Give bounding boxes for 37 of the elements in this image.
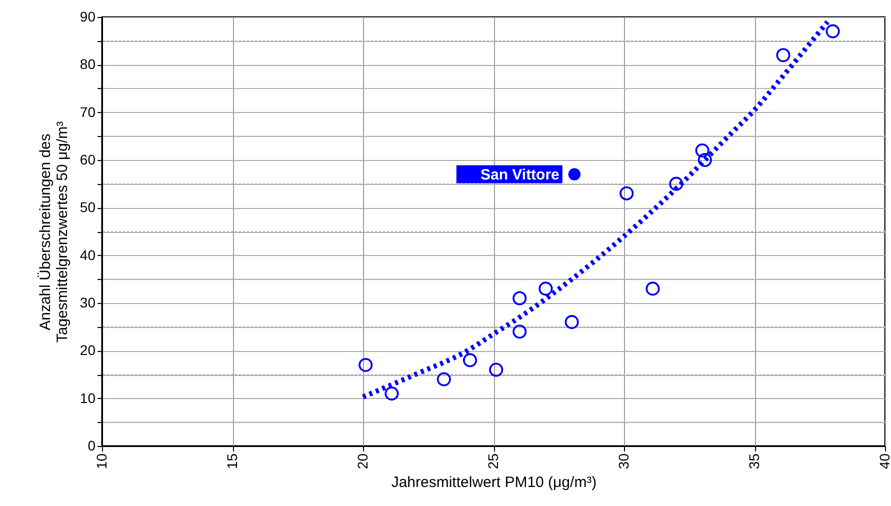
point — [695, 143, 710, 158]
point — [489, 362, 504, 377]
point — [826, 24, 840, 38]
point — [698, 152, 712, 168]
y-tick-label: 20 — [80, 342, 96, 358]
x-tick-label: 35 — [746, 453, 762, 470]
y-axis-title: Anzahl Überschreitungen des Tagesmittelgrenzwertes 50 μg/m³ — [36, 121, 71, 343]
x-tick-label: 20 — [354, 453, 370, 470]
x-tick-label: 10 — [94, 453, 110, 470]
point — [776, 48, 790, 62]
y-tick-label: 40 — [80, 246, 96, 263]
y-tick-label: 60 — [80, 152, 96, 168]
point — [462, 353, 478, 368]
y-tick-label: 30 — [80, 294, 96, 310]
x-tick-label: 40 — [876, 453, 891, 470]
y-tick-label: 80 — [80, 56, 96, 72]
y-tick-label: 50 — [80, 199, 96, 216]
point — [512, 291, 527, 306]
y-tick-label: 0 — [88, 438, 96, 454]
point — [358, 358, 373, 372]
y-tick-label: 10 — [80, 390, 96, 406]
point — [620, 186, 634, 200]
point — [384, 386, 399, 401]
point — [538, 282, 553, 296]
x-axis-title: Jahresmittelwert PM10 (μg/m³) — [391, 474, 597, 492]
y-tick-label: 70 — [80, 104, 96, 120]
point — [436, 372, 451, 386]
x-tick-label: 30 — [616, 453, 632, 470]
series-label: San Vittore — [480, 166, 560, 184]
y-tick-label: 90 — [80, 8, 96, 24]
point — [568, 168, 581, 180]
point — [512, 324, 527, 339]
x-tick-label: 25 — [485, 453, 501, 470]
point — [646, 282, 660, 296]
x-tick-label: 15 — [224, 453, 240, 470]
point — [669, 176, 684, 191]
point — [564, 315, 579, 330]
